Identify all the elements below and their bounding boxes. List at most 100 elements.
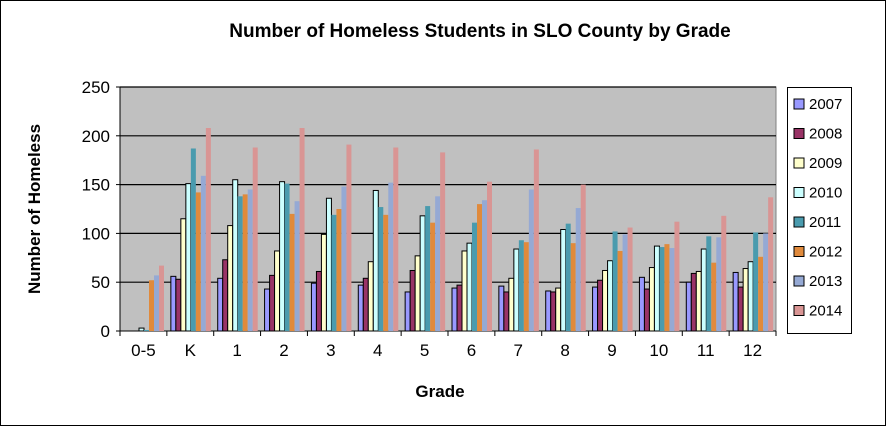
bar-2007-2 bbox=[264, 288, 271, 332]
legend-swatch-2014 bbox=[793, 305, 805, 316]
bar-2013-1 bbox=[247, 189, 253, 331]
bar-2011-5 bbox=[425, 206, 431, 331]
bar-2013-10 bbox=[669, 248, 675, 331]
bar-2011-10 bbox=[659, 247, 665, 331]
bar-2010-1 bbox=[232, 179, 239, 332]
bar-2011-3 bbox=[331, 214, 337, 331]
bar-2014-5 bbox=[440, 152, 446, 331]
legend-swatch-2010 bbox=[793, 187, 805, 198]
bar-2012-10 bbox=[664, 244, 670, 331]
bar-2007-9 bbox=[592, 286, 599, 332]
bar-2014-6 bbox=[487, 181, 492, 331]
bar-2010-0-5 bbox=[138, 327, 145, 332]
legend-swatch-2011 bbox=[793, 216, 805, 228]
x-tick-label: 3 bbox=[326, 341, 335, 360]
bar-2011-6 bbox=[472, 222, 477, 331]
bar-2014-9 bbox=[627, 227, 633, 331]
bar-2010-7 bbox=[513, 248, 520, 332]
bar-2011-K bbox=[190, 148, 196, 331]
bar-2013-0-5 bbox=[154, 275, 159, 331]
bar-2008-5 bbox=[409, 269, 416, 332]
bar-2014-1 bbox=[252, 147, 258, 331]
bar-2013-9 bbox=[622, 234, 628, 331]
bar-2009-9 bbox=[602, 269, 609, 332]
bar-2014-11 bbox=[721, 215, 727, 331]
bar-2011-1 bbox=[237, 196, 243, 331]
bar-2011-7 bbox=[518, 240, 524, 331]
bar-2012-0-5 bbox=[149, 280, 154, 331]
x-tick-label: 10 bbox=[649, 341, 668, 360]
bar-2008-9 bbox=[597, 279, 604, 332]
bar-2009-10 bbox=[648, 267, 655, 332]
x-tick-label: K bbox=[185, 341, 197, 360]
bar-2009-4 bbox=[367, 261, 374, 332]
bar-2011-9 bbox=[612, 231, 618, 331]
bar-2007-8 bbox=[545, 290, 552, 332]
bar-2009-6 bbox=[461, 250, 468, 332]
bar-2007-4 bbox=[357, 284, 364, 332]
chart-title: Number of Homeless Students in SLO Count… bbox=[229, 21, 730, 42]
bar-2014-7 bbox=[533, 149, 539, 331]
legend-label-2009: 2009 bbox=[809, 155, 842, 172]
legend-label-2010: 2010 bbox=[809, 185, 842, 202]
bar-2007-3 bbox=[310, 282, 317, 332]
bar-2011-4 bbox=[378, 207, 384, 331]
bar-2011-8 bbox=[565, 223, 571, 331]
x-tick-label: 8 bbox=[560, 341, 569, 360]
bar-2007-10 bbox=[638, 276, 645, 332]
legend-label-2011: 2011 bbox=[809, 214, 841, 231]
bar-2010-5 bbox=[419, 215, 426, 332]
x-tick-label: 9 bbox=[607, 341, 616, 360]
bar-2012-5 bbox=[430, 222, 436, 331]
bar-2009-12 bbox=[742, 268, 749, 332]
bar-2008-3 bbox=[315, 270, 322, 332]
bar-2014-12 bbox=[768, 197, 774, 331]
bar-2011-2 bbox=[284, 183, 290, 331]
bar-2010-3 bbox=[325, 197, 332, 332]
bar-2008-4 bbox=[362, 277, 369, 332]
bar-2009-2 bbox=[274, 250, 281, 332]
bar-2010-12 bbox=[747, 261, 754, 332]
bar-2010-4 bbox=[372, 189, 379, 332]
bar-2009-3 bbox=[320, 233, 327, 332]
bar-2013-8 bbox=[575, 208, 581, 331]
bar-2012-2 bbox=[289, 213, 295, 331]
y-tick-label: 250 bbox=[82, 78, 110, 97]
legend-label-2012: 2012 bbox=[809, 244, 842, 261]
legend-label-2014: 2014 bbox=[809, 303, 842, 320]
bar-2008-12 bbox=[737, 286, 744, 332]
y-tick-label: 100 bbox=[82, 224, 110, 243]
bar-2010-11 bbox=[700, 248, 707, 332]
bar-2007-K bbox=[170, 275, 177, 332]
bar-2012-8 bbox=[570, 243, 576, 331]
y-tick-label: 150 bbox=[82, 176, 110, 195]
x-tick-label: 2 bbox=[279, 341, 288, 360]
bar-2012-6 bbox=[477, 204, 482, 331]
bar-2008-11 bbox=[690, 272, 697, 332]
bar-2009-1 bbox=[227, 225, 234, 332]
x-tick-label: 0-5 bbox=[131, 341, 156, 360]
bar-2013-7 bbox=[528, 189, 534, 331]
bar-2009-7 bbox=[508, 277, 515, 332]
x-tick-label: 4 bbox=[373, 341, 382, 360]
x-tick-label: 11 bbox=[697, 341, 715, 360]
bar-2009-K bbox=[180, 218, 187, 332]
bar-2012-1 bbox=[242, 194, 248, 331]
x-tick-label: 5 bbox=[420, 341, 429, 360]
bar-2007-11 bbox=[685, 281, 692, 332]
bar-2008-10 bbox=[643, 288, 650, 332]
legend-swatch-2012 bbox=[793, 246, 805, 257]
bar-2014-10 bbox=[674, 221, 680, 331]
legend-swatch-2007 bbox=[793, 98, 805, 110]
bar-2008-1 bbox=[222, 259, 229, 332]
x-tick-label: 7 bbox=[514, 341, 523, 360]
bar-2012-9 bbox=[617, 250, 623, 331]
bar-2008-K bbox=[175, 278, 182, 332]
bar-2010-K bbox=[185, 183, 192, 332]
bar-2014-4 bbox=[393, 147, 399, 331]
x-tick-label: 12 bbox=[743, 341, 762, 360]
bar-2007-7 bbox=[498, 285, 505, 332]
bar-2011-0-5 bbox=[144, 330, 149, 331]
bar-2010-9 bbox=[607, 260, 614, 332]
